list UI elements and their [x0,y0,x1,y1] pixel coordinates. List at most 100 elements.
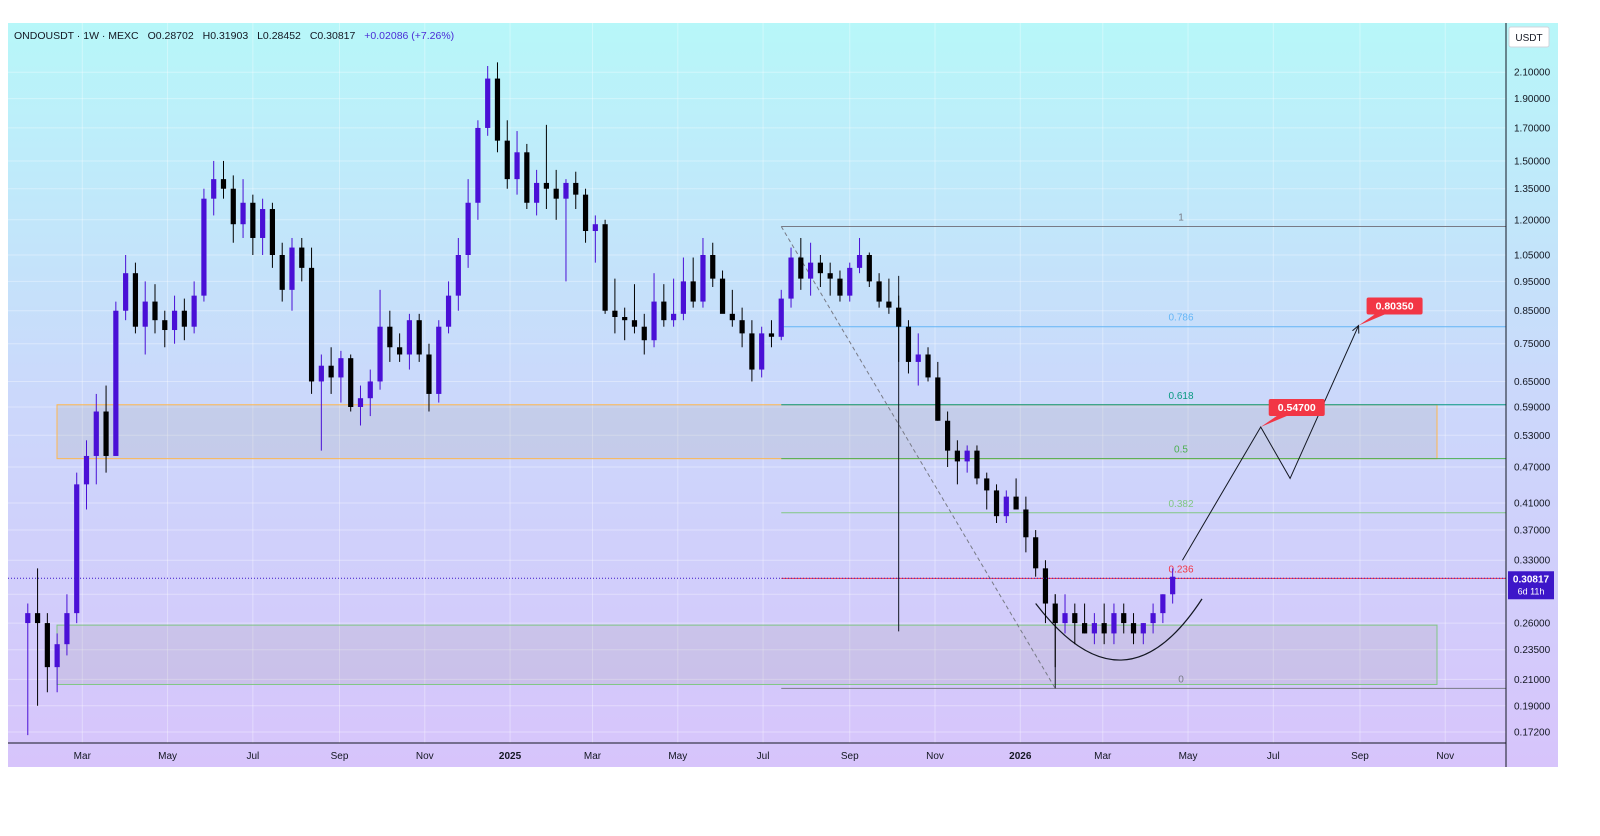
candle-body [915,354,921,362]
candle-body [1072,613,1078,624]
candle-body [759,333,765,370]
time-tick-label: May [668,751,687,762]
candle-body [1081,623,1088,634]
time-tick-label: Sep [841,751,859,762]
candle-body [612,310,618,317]
candle-body [866,254,872,282]
time-tick-label: May [1179,751,1198,762]
symbol-info: ONDOUSDT · 1W · MEXC O0.28702 H0.31903 L… [14,30,454,42]
candle-body [357,398,364,407]
price-tick-label: 0.53000 [1514,431,1551,442]
price-tick-label: 2.10000 [1514,68,1551,79]
price-tick-label: 0.59000 [1514,402,1551,413]
candle-body [602,224,608,311]
currency-label: USDT [1515,33,1542,44]
candle-body [514,152,520,180]
candle-body [1052,603,1058,624]
candle-body [406,320,413,355]
candle-body [465,202,471,255]
price-tick-label: 0.21000 [1514,675,1551,686]
candle-body [954,450,960,462]
current-price-tag [1508,571,1554,600]
resistance-zone [56,404,1438,460]
price-tick-label: 0.85000 [1514,306,1551,317]
candle-body [367,381,373,399]
currency-box[interactable] [1508,26,1550,48]
candles [25,62,1176,736]
price-tick-label: 0.26000 [1514,619,1551,630]
candle-body [622,316,628,321]
candle-body [230,188,236,225]
candle-body [83,455,90,485]
candle-body [778,298,784,337]
fib-label: 0.5 [1174,445,1188,456]
candle-body [817,262,823,274]
candle-body [328,365,334,378]
fib-retracement: 1 0.786 0.618 0.5 0.382 0.236 0 [781,212,1506,689]
candle-body [944,420,951,451]
candle-body [191,295,197,327]
candle-body [54,644,60,668]
candle-body [905,326,912,362]
ohlc-open: O0.28702 [148,30,194,42]
candle-body [485,78,491,128]
time-tick-label: Mar [74,751,92,762]
fib-label: 0.236 [1168,564,1193,575]
candle-body [1042,568,1049,604]
candle-body [798,257,804,279]
candle-body [260,209,266,238]
fib-label: 0.618 [1168,391,1193,402]
support-zone [56,624,1438,685]
target-box [1268,398,1325,416]
candle-body [64,613,70,645]
candle-body [74,484,80,614]
price-tick-label: 0.37000 [1514,526,1551,537]
candle-body [387,326,393,348]
grid-lines [8,23,1506,743]
candle-body [318,365,324,382]
cup-curve [1035,598,1203,661]
candle-body [211,179,217,199]
candle-body [397,347,403,355]
drawings: 0.54700 0.80350 [780,226,1423,689]
fib-label: 0 [1178,674,1184,685]
chart-background [8,23,1558,767]
candle-body [690,281,696,302]
candle-body [416,320,422,355]
candle-body [582,194,589,232]
candle-body [1170,576,1176,595]
candle-body [1101,623,1107,634]
time-tick-label: Nov [416,751,434,762]
candle-body [563,182,569,199]
candle-body [592,224,598,232]
time-tick-label: Nov [1436,751,1454,762]
candle-body [573,182,579,195]
candle-body [338,358,344,378]
candle-body [132,273,139,327]
candle-body [1130,623,1137,634]
candle-body [171,310,178,331]
candle-body [142,301,148,327]
candle-body [808,262,814,279]
candle-body [671,313,677,321]
candle-body [856,254,863,268]
candle-body [34,613,41,624]
candle-countdown: 6d 11h [1518,586,1545,596]
candle-body [886,301,892,308]
candle-body [1033,537,1039,569]
candle-body [152,301,158,321]
candle-body [103,411,109,456]
candle-body [494,78,501,141]
candle-body [25,613,31,624]
candle-body [700,254,706,302]
candle-body [299,247,305,268]
candle-body [308,267,315,382]
candle-body [749,333,755,370]
zones [56,404,1438,685]
time-axis[interactable]: Mar May Jul Sep Nov 2025 Mar May Jul Sep Nov 2026 Ma… [74,751,1454,762]
candle-body [788,257,794,299]
candle-body [289,247,295,290]
candle-body [201,198,207,296]
candle-body [719,278,726,314]
